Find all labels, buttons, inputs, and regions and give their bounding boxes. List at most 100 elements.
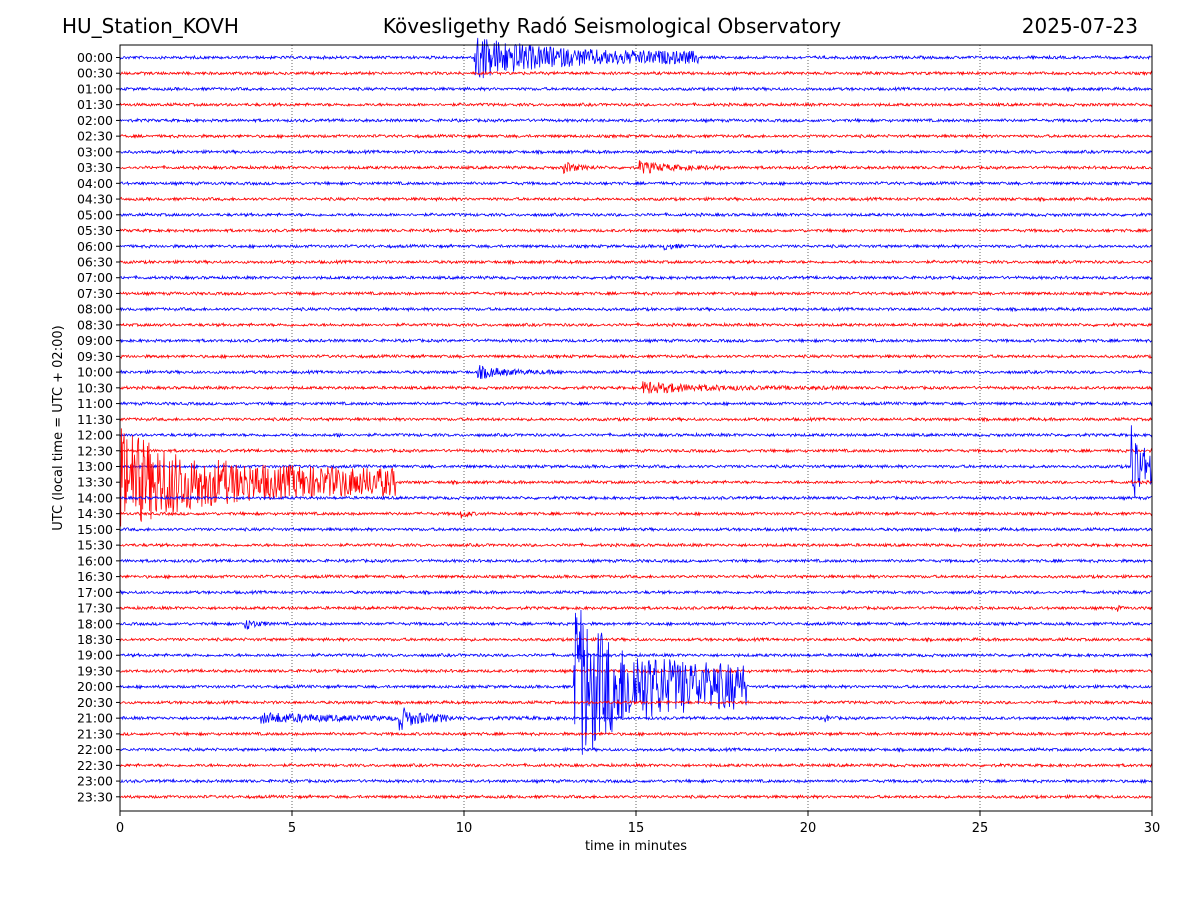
trace-0830: [119, 321, 1153, 328]
trace-1600: [119, 557, 1153, 564]
y-tick-label-17: 08:30: [77, 317, 113, 332]
trace-2130: [119, 731, 1153, 737]
trace-0600: [119, 243, 1153, 251]
x-axis-ticks: 0 5 10 15 20 25 30: [116, 811, 1160, 836]
y-tick-label-30: 15:00: [77, 522, 113, 537]
y-tick-label-6: 03:00: [77, 144, 113, 159]
y-tick-label-2: 01:00: [77, 81, 113, 96]
y-tick-label-42: 21:00: [77, 711, 113, 726]
y-tick-label-40: 20:00: [77, 679, 113, 694]
trace-1800: [119, 620, 1153, 630]
trace-1330: [119, 428, 1153, 527]
trace-1930: [119, 667, 1153, 674]
y-tick-label-38: 19:00: [77, 648, 113, 663]
trace-1200: [119, 431, 1153, 438]
y-tick-label-25: 12:30: [77, 443, 113, 458]
y-tick-label-0: 00:00: [77, 50, 113, 65]
y-tick-label-35: 17:30: [77, 601, 113, 616]
y-tick-label-3: 01:30: [77, 97, 113, 112]
trace-0230: [119, 133, 1153, 140]
trace-1500: [119, 526, 1153, 533]
trace-1130: [119, 416, 1153, 423]
y-tick-label-33: 16:30: [77, 569, 113, 584]
x-tick-label-6: 30: [1144, 821, 1161, 836]
trace-1830: [119, 636, 1153, 643]
y-tick-label-4: 02:00: [77, 113, 113, 128]
trace-2000: [119, 609, 1153, 755]
trace-0300: [119, 148, 1153, 156]
y-tick-label-1: 00:30: [77, 66, 113, 81]
y-tick-label-36: 18:00: [77, 616, 113, 631]
y-tick-label-20: 10:00: [77, 365, 113, 380]
y-tick-label-10: 05:00: [77, 207, 113, 222]
trace-0400: [119, 180, 1153, 187]
y-tick-label-15: 07:30: [77, 286, 113, 301]
x-tick-label-3: 15: [628, 821, 645, 836]
trace-0630: [119, 258, 1153, 266]
y-tick-label-9: 04:30: [77, 192, 113, 207]
trace-0530: [119, 227, 1153, 234]
x-axis-label: time in minutes: [585, 839, 687, 854]
y-tick-label-32: 16:00: [77, 553, 113, 568]
trace-2300: [119, 778, 1153, 785]
station-title: HU_Station_KOVH: [62, 14, 239, 38]
trace-1630: [119, 573, 1153, 580]
y-tick-label-19: 09:30: [77, 349, 113, 364]
trace-0030: [119, 70, 1153, 77]
y-tick-label-11: 05:30: [77, 223, 113, 238]
y-tick-label-16: 08:00: [77, 302, 113, 317]
y-tick-label-39: 19:30: [77, 663, 113, 678]
seismic-traces: [119, 37, 1153, 800]
x-tick-label-1: 5: [288, 821, 296, 836]
observatory-title: Kövesligethy Radó Seismological Observat…: [382, 14, 842, 38]
x-tick-label-2: 10: [456, 821, 473, 836]
trace-2200: [119, 746, 1153, 753]
y-tick-label-46: 23:00: [77, 774, 113, 789]
y-tick-label-23: 11:30: [77, 412, 113, 427]
trace-0430: [119, 196, 1153, 203]
y-tick-label-13: 06:30: [77, 254, 113, 269]
y-tick-label-22: 11:00: [77, 396, 113, 411]
y-tick-label-45: 22:30: [77, 758, 113, 773]
y-tick-label-44: 22:00: [77, 742, 113, 757]
trace-1000: [119, 365, 1153, 380]
trace-1530: [119, 541, 1153, 548]
trace-1730: [119, 604, 1153, 612]
trace-1300: [119, 425, 1153, 498]
y-tick-label-31: 15:30: [77, 538, 113, 553]
y-tick-label-43: 21:30: [77, 726, 113, 741]
x-tick-label-0: 0: [116, 821, 124, 836]
trace-1900: [119, 652, 1153, 659]
y-tick-label-37: 18:30: [77, 632, 113, 647]
trace-1700: [119, 589, 1153, 596]
y-tick-label-18: 09:00: [77, 333, 113, 348]
trace-0000: [119, 37, 1153, 79]
trace-2230: [119, 762, 1153, 769]
trace-0330: [119, 160, 1153, 175]
trace-0130: [119, 101, 1153, 108]
y-tick-label-27: 13:30: [77, 475, 113, 490]
trace-2030: [119, 699, 1153, 706]
x-tick-label-4: 20: [800, 821, 817, 836]
trace-1430: [119, 510, 1153, 519]
trace-1230: [119, 447, 1153, 454]
trace-1100: [119, 400, 1153, 407]
trace-0800: [119, 306, 1153, 313]
trace-1400: [119, 494, 1153, 501]
y-tick-label-14: 07:00: [77, 270, 113, 285]
x-tick-label-5: 25: [972, 821, 989, 836]
trace-0100: [119, 85, 1153, 93]
y-tick-label-26: 13:00: [77, 459, 113, 474]
y-tick-label-24: 12:00: [77, 428, 113, 443]
trace-2330: [119, 793, 1153, 800]
y-tick-label-28: 14:00: [77, 490, 113, 505]
y-tick-label-7: 03:30: [77, 160, 113, 175]
y-axis-label: UTC (local time = UTC + 02:00): [51, 325, 66, 530]
y-tick-label-29: 14:30: [77, 506, 113, 521]
trace-0500: [119, 211, 1153, 218]
trace-2100: [119, 707, 1153, 731]
y-axis-ticks: 00:0000:3001:0001:3002:0002:3003:0003:30…: [77, 50, 120, 804]
trace-0200: [119, 117, 1153, 124]
trace-0900: [119, 337, 1153, 344]
